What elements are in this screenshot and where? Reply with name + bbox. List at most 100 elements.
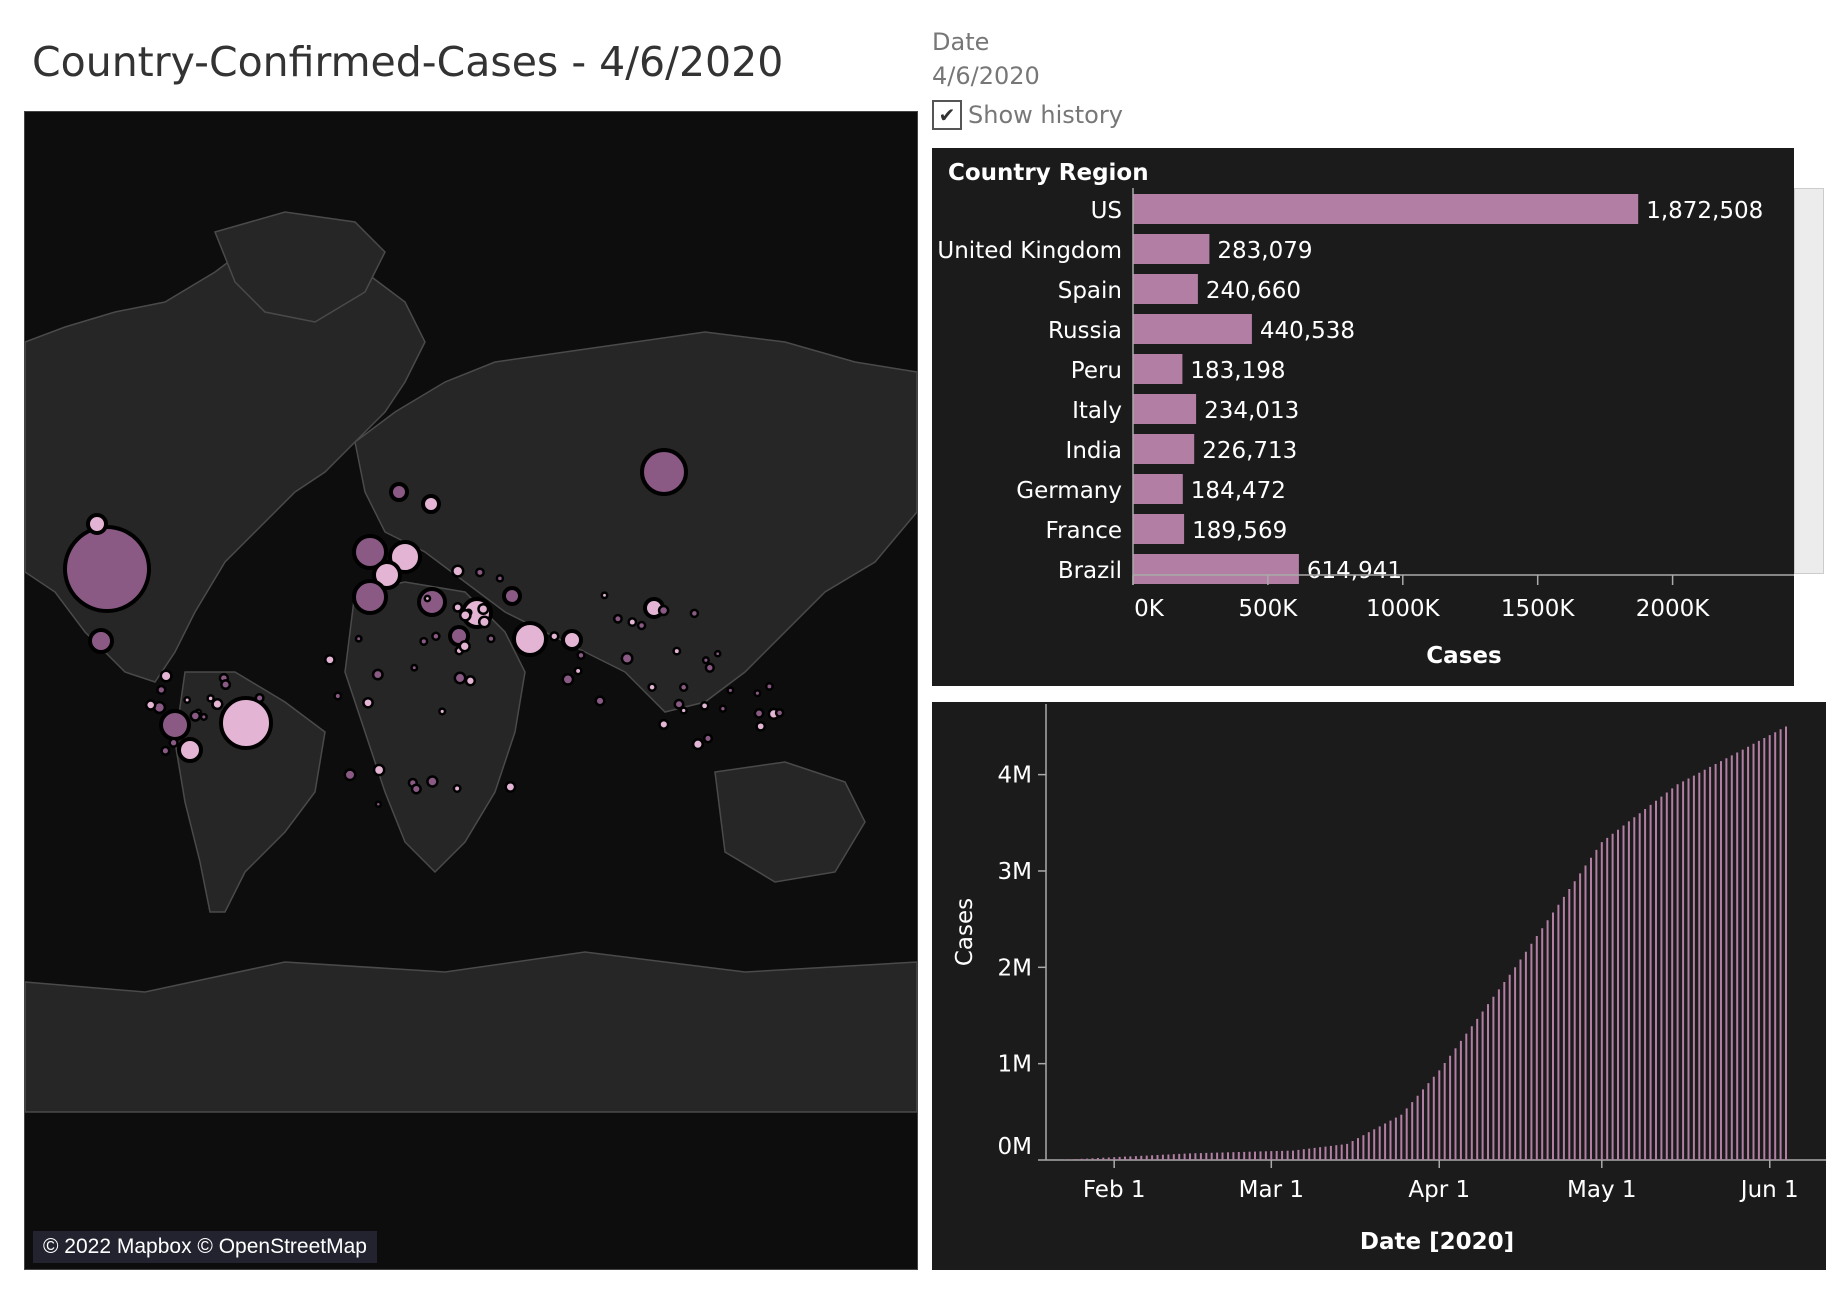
country-bubble-small[interactable] [160, 745, 171, 756]
country-bubble[interactable] [372, 560, 402, 590]
country-bubble-small[interactable] [576, 650, 586, 660]
bar-brazil[interactable] [1133, 554, 1299, 584]
bar-india[interactable] [1133, 434, 1195, 464]
bar-spain[interactable] [1133, 274, 1198, 304]
country-bubble-small[interactable] [156, 684, 167, 696]
country-bubble[interactable] [86, 513, 108, 535]
country-bubble[interactable] [417, 587, 447, 617]
country-bubble-small[interactable] [673, 698, 685, 710]
country-bubble[interactable] [640, 448, 688, 496]
country-bubble-small[interactable] [753, 708, 765, 719]
country-bubble-small[interactable] [691, 738, 704, 751]
country-bubble[interactable] [219, 696, 273, 750]
country-bubble-small[interactable] [451, 564, 465, 578]
country-bubble-small[interactable] [159, 669, 173, 683]
country-bubble-small[interactable] [627, 617, 638, 628]
country-bubble-small[interactable] [600, 591, 609, 600]
country-bubble-small[interactable] [354, 634, 363, 643]
bar-france[interactable] [1133, 514, 1185, 544]
country-bubble-small[interactable] [658, 718, 670, 730]
country-bubble[interactable] [177, 737, 203, 763]
country-bubble-small[interactable] [718, 704, 728, 713]
country-bubble-small[interactable] [477, 602, 490, 616]
country-bubble-small[interactable] [374, 800, 383, 808]
country-bubble-small[interactable] [774, 708, 785, 718]
country-bubble[interactable] [502, 586, 522, 606]
country-bubble-small[interactable] [168, 737, 179, 748]
country-bubble-small[interactable] [458, 640, 471, 653]
country-bubble-small[interactable] [474, 567, 485, 578]
country-bubble-small[interactable] [573, 666, 583, 676]
country-bubble-small[interactable] [144, 699, 157, 711]
show-history-toggle[interactable]: ✔ Show history [932, 100, 1123, 130]
country-bubble-small[interactable] [699, 700, 710, 711]
country-bubble[interactable] [352, 579, 388, 615]
country-bubble[interactable] [512, 621, 548, 657]
country-bubble-small[interactable] [324, 653, 336, 666]
country-bubble-small[interactable] [189, 710, 202, 722]
country-bubble[interactable] [159, 709, 191, 741]
country-bubble-small[interactable] [486, 634, 496, 644]
country-bubble-small[interactable] [362, 696, 374, 709]
map-attribution[interactable]: © 2022 Mapbox © OpenStreetMap [33, 1231, 377, 1263]
country-bubble-small[interactable] [679, 706, 688, 715]
country-bubble-small[interactable] [438, 707, 447, 716]
date-filter-value[interactable]: 4/6/2020 [932, 62, 1040, 90]
country-bubble-small[interactable] [620, 651, 634, 665]
country-bubble-small[interactable] [647, 682, 657, 692]
country-bubble-small[interactable] [726, 686, 735, 695]
country-bubble-small[interactable] [419, 636, 429, 646]
country-bubble-small[interactable] [410, 783, 422, 795]
bar-russia[interactable] [1133, 314, 1252, 344]
country-bubble-small[interactable] [372, 763, 386, 777]
country-bubble-small[interactable] [371, 668, 384, 681]
country-bubble-small[interactable] [702, 733, 714, 744]
country-bubble[interactable] [88, 628, 114, 654]
country-bubble-small[interactable] [764, 681, 774, 691]
country-bubble-small[interactable] [504, 780, 517, 793]
country-bubble[interactable] [389, 482, 409, 502]
country-bubble-small[interactable] [657, 604, 670, 617]
country-bubble-small[interactable] [183, 696, 192, 704]
bar-peru[interactable] [1133, 354, 1183, 384]
country-bubble-small[interactable] [452, 601, 464, 613]
country-bubble-small[interactable] [495, 574, 505, 583]
timeline-chart[interactable]: 0M 1M 2M 3M 4M Feb 1 Mar 1 Apr 1 May 1 Jun 1 Cas… [932, 702, 1826, 1270]
country-bubble-small[interactable] [333, 691, 343, 701]
country-bubble-small[interactable] [206, 694, 215, 703]
country-bubble-small[interactable] [464, 675, 477, 687]
bar-united-kingdom[interactable] [1133, 234, 1210, 264]
country-bubble-small[interactable] [561, 673, 575, 686]
country-bubble-small[interactable] [458, 608, 472, 622]
world-map[interactable]: © 2022 Mapbox © OpenStreetMap [24, 111, 918, 1270]
country-bubble-small[interactable] [452, 784, 462, 793]
country-bar-chart[interactable]: Country Region US 1,872,508 United Kingdom… [932, 148, 1794, 686]
bar-italy[interactable] [1133, 394, 1197, 424]
country-bubble-small[interactable] [211, 698, 224, 711]
country-bubble-small[interactable] [755, 720, 767, 732]
country-bubble-small[interactable] [753, 689, 762, 698]
country-bubble[interactable] [63, 525, 151, 613]
country-bubble-small[interactable] [701, 656, 710, 665]
country-bubble[interactable] [421, 494, 441, 514]
bar-us[interactable] [1133, 194, 1639, 224]
country-bubble-small[interactable] [713, 649, 722, 658]
country-bubble[interactable] [561, 629, 583, 651]
country-bubble-small[interactable] [343, 768, 357, 782]
country-bubble-small[interactable] [636, 620, 647, 631]
country-bubble-small[interactable] [453, 671, 467, 685]
country-bubble-small[interactable] [410, 663, 419, 672]
country-bubble-small[interactable] [612, 613, 623, 624]
country-bubble-small[interactable] [678, 682, 689, 693]
bar-chart-scrollbar[interactable] [1794, 188, 1824, 574]
country-bubbles[interactable] [63, 448, 785, 808]
country-bubble[interactable] [352, 534, 388, 570]
show-history-checkbox[interactable]: ✔ [932, 100, 962, 130]
map-canvas[interactable] [25, 112, 917, 1269]
country-bubble-small[interactable] [431, 631, 441, 642]
country-bubble-small[interactable] [477, 615, 491, 629]
country-bubble-small[interactable] [254, 692, 265, 704]
country-bubble-small[interactable] [704, 662, 715, 673]
bar-germany[interactable] [1133, 474, 1183, 504]
country-bubble-small[interactable] [672, 646, 682, 656]
